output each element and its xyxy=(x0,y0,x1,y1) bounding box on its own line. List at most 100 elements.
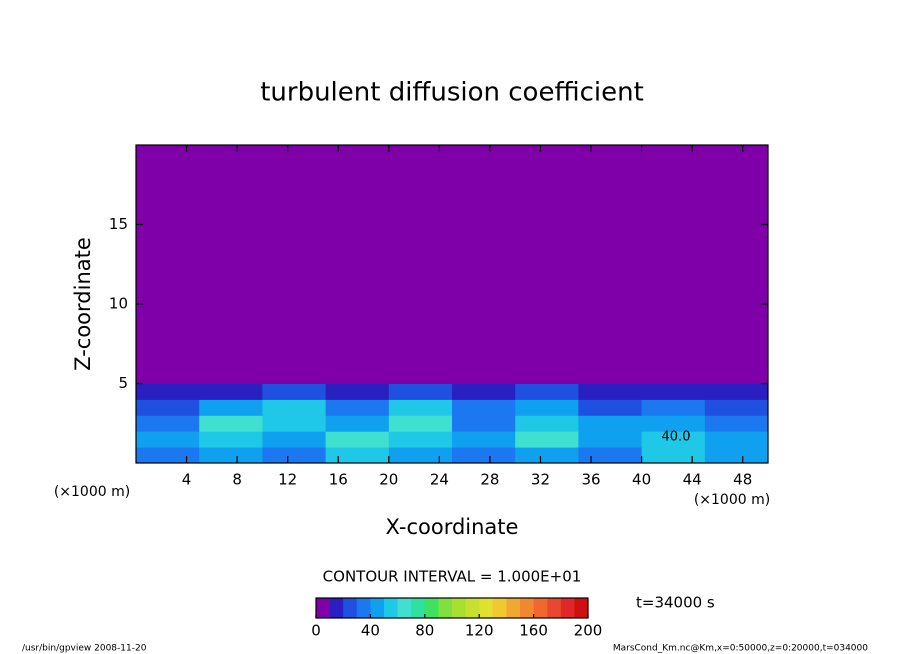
colorbar-tick-label: 120 xyxy=(465,622,494,640)
cell xyxy=(704,447,769,464)
cell xyxy=(515,145,579,384)
colorbar-band xyxy=(411,598,426,618)
colorbar-band xyxy=(533,598,548,618)
cell xyxy=(262,383,327,400)
x-unit: (×1000 m) xyxy=(694,492,770,508)
cell xyxy=(136,399,200,416)
colorbar-band xyxy=(452,598,466,618)
cell xyxy=(388,431,453,448)
colorbar-frame xyxy=(315,597,589,619)
cell xyxy=(199,431,263,448)
cell xyxy=(388,447,453,464)
colorbar-band xyxy=(329,598,344,618)
cell xyxy=(262,415,327,432)
x-tick-label: 20 xyxy=(379,471,398,489)
cell xyxy=(136,415,200,432)
x-axis-label: X-coordinate xyxy=(386,515,519,539)
colorbar-tick-label: 40 xyxy=(361,622,380,640)
colorbar-band xyxy=(316,598,330,618)
cell xyxy=(578,145,643,384)
contour-label: 40.0 xyxy=(662,430,691,445)
cell xyxy=(199,447,263,464)
cell xyxy=(704,383,769,400)
cell xyxy=(199,383,263,400)
colorbar-band xyxy=(479,598,494,618)
cell xyxy=(578,415,643,432)
colorbar-tick-label: 80 xyxy=(415,622,434,640)
cell xyxy=(515,431,579,448)
x-tick-label: 32 xyxy=(531,471,550,489)
colorbar-band xyxy=(520,598,534,618)
cell xyxy=(262,447,327,464)
time-label: t=34000 s xyxy=(636,594,715,612)
colorbar-band xyxy=(547,598,562,618)
cell xyxy=(452,415,516,432)
colorbar-band xyxy=(384,598,398,618)
x-tick-label: 4 xyxy=(182,471,192,489)
colorbar-band xyxy=(574,598,589,618)
x-tick-label: 8 xyxy=(232,471,242,489)
y-axis-label: Z-coordinate xyxy=(71,237,95,371)
colorbar-band xyxy=(438,598,453,618)
cell xyxy=(199,415,263,432)
colorbar-band xyxy=(370,598,385,618)
colorbar-band xyxy=(492,598,507,618)
x-tick-label: 40 xyxy=(632,471,651,489)
x-tick-label: 16 xyxy=(329,471,348,489)
chart-title: turbulent diffusion coefficient xyxy=(260,78,644,108)
cell xyxy=(325,447,390,464)
cell xyxy=(262,399,327,416)
cell xyxy=(641,399,706,416)
cell xyxy=(515,383,579,400)
colorbar-band xyxy=(343,598,358,618)
footer-left: /usr/bin/gpview 2008-11-20 xyxy=(22,644,147,654)
x-tick-label: 36 xyxy=(581,471,600,489)
cell xyxy=(452,431,516,448)
cell xyxy=(452,447,516,464)
x-tick-label: 48 xyxy=(733,471,752,489)
cell xyxy=(641,431,706,448)
cell xyxy=(199,399,263,416)
colorbar-tick-label: 200 xyxy=(574,622,603,640)
cell xyxy=(388,383,453,400)
cell xyxy=(325,145,390,384)
x-tick-label: 24 xyxy=(430,471,449,489)
colorbar-band xyxy=(560,598,575,618)
cell xyxy=(325,431,390,448)
x-tick-label: 44 xyxy=(683,471,702,489)
cell xyxy=(325,383,390,400)
cell xyxy=(641,415,706,432)
cell xyxy=(704,145,769,384)
y-tick-label: 10 xyxy=(109,295,128,313)
cell xyxy=(578,399,643,416)
cell xyxy=(388,145,453,384)
cell xyxy=(262,431,327,448)
cell xyxy=(641,383,706,400)
y-tick-label: 5 xyxy=(118,374,128,392)
cell xyxy=(325,399,390,416)
cell xyxy=(704,415,769,432)
colorbar-band xyxy=(356,598,371,618)
colorbar-band xyxy=(397,598,412,618)
cell xyxy=(452,145,516,384)
footer-right: MarsCond_Km.nc@Km,x=0:50000,z=0:20000,t=… xyxy=(613,644,868,654)
x-unit: (×1000 m) xyxy=(54,484,130,500)
cell xyxy=(641,447,706,464)
colorbar-band xyxy=(424,598,439,618)
cell xyxy=(136,145,200,384)
cell xyxy=(515,447,579,464)
cell xyxy=(136,431,200,448)
cell xyxy=(578,431,643,448)
x-tick-label: 28 xyxy=(480,471,499,489)
cell xyxy=(578,383,643,400)
cell xyxy=(262,145,327,384)
colorbar-tick-label: 160 xyxy=(519,622,548,640)
cell xyxy=(136,383,200,400)
cell xyxy=(136,447,200,464)
cell xyxy=(578,447,643,464)
cell xyxy=(452,399,516,416)
cell xyxy=(388,399,453,416)
cell xyxy=(515,415,579,432)
cell xyxy=(325,415,390,432)
